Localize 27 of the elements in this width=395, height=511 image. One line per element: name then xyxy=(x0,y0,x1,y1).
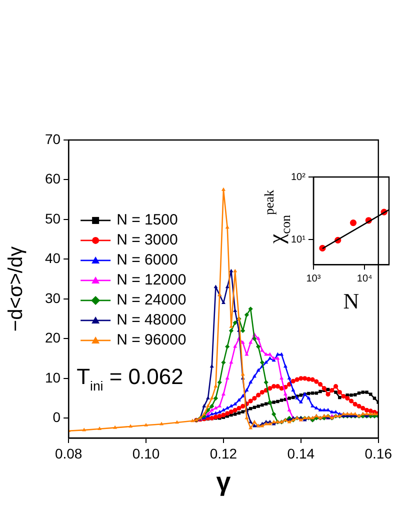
legend-label: N = 48000 xyxy=(116,312,186,329)
y-tick-label: 10¹ xyxy=(291,234,306,246)
x-axis-title: N xyxy=(343,288,360,314)
y-tick-label: 40 xyxy=(44,250,61,266)
legend-label: N = 1500 xyxy=(116,212,178,229)
legend-label: N = 3000 xyxy=(116,232,178,249)
x-tick-label: 10³ xyxy=(306,273,322,284)
x-tick-label: 0.16 xyxy=(364,445,392,462)
x-tick-label: 10⁴ xyxy=(356,273,372,284)
y-tick-label: 0 xyxy=(52,408,61,425)
legend-label: N = 24000 xyxy=(116,292,186,309)
x-tick-label: 0.10 xyxy=(132,445,160,462)
y-tick-label: 70 xyxy=(44,130,61,147)
x-tick-label: 0.12 xyxy=(210,445,238,462)
y-tick-label: 30 xyxy=(44,290,61,306)
y-axis-title: −d<σ>/dγ xyxy=(5,246,27,332)
y-tick-label: 10² xyxy=(291,172,306,183)
x-tick-label: 0.08 xyxy=(54,445,82,462)
legend-label: N = 12000 xyxy=(116,272,186,289)
y-tick-label: 60 xyxy=(44,170,61,187)
y-tick-label: 10 xyxy=(44,369,61,386)
legend-label: N = 96000 xyxy=(116,332,186,349)
x-tick-label: 0.14 xyxy=(287,445,315,462)
y-tick-label: 20 xyxy=(44,330,61,346)
y-tick-label: 50 xyxy=(44,210,61,226)
legend-label: N = 6000 xyxy=(116,252,178,269)
x-axis-title: γ xyxy=(216,466,232,497)
